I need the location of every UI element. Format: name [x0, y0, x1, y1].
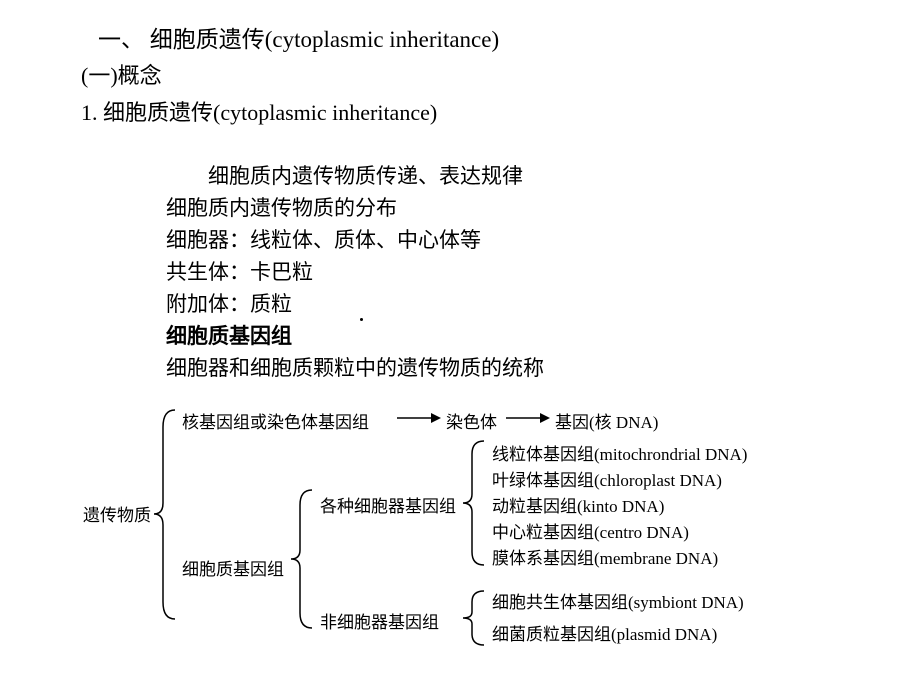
membrane-dna-label: 膜体系基因组(membrane DNA) [492, 544, 718, 569]
paragraph-3: 细胞器：线粒体、质体、中心体等 [166, 224, 481, 254]
small-dot [360, 318, 363, 321]
brace-organelle [460, 438, 488, 568]
centro-dna-label: 中心粒基因组(centro DNA) [492, 518, 689, 543]
paragraph-5: 附加体：质粒 [166, 288, 292, 318]
arrow-2 [504, 412, 550, 424]
gene-label: 基因(核 DNA) [555, 408, 658, 433]
non-organelle-genome-label: 非细胞器基因组 [320, 608, 439, 633]
mito-dna-label: 线粒体基因组(mitochrondrial DNA) [492, 440, 747, 465]
brace-non-organelle [460, 588, 488, 648]
chloroplast-dna-label: 叶绿体基因组(chloroplast DNA) [492, 466, 722, 491]
arrow-1 [395, 412, 441, 424]
paragraph-1: 细胞质内遗传物质传递、表达规律 [208, 160, 523, 190]
chromosome-label: 染色体 [446, 408, 497, 433]
heading-3: 1. 细胞质遗传(cytoplasmic inheritance) [81, 95, 437, 127]
cytoplasmic-genome-label: 细胞质基因组 [182, 555, 284, 580]
heading-1: 一、 细胞质遗传(cytoplasmic inheritance) [98, 20, 499, 54]
paragraph-2: 细胞质内遗传物质的分布 [166, 192, 397, 222]
nuclear-genome-label: 核基因组或染色体基因组 [182, 408, 369, 433]
paragraph-7: 细胞器和细胞质颗粒中的遗传物质的统称 [166, 352, 544, 382]
symbiont-dna-label: 细胞共生体基因组(symbiont DNA) [492, 588, 744, 613]
heading-2: (一)概念 [81, 58, 162, 90]
paragraph-4: 共生体：卡巴粒 [166, 256, 313, 286]
paragraph-6-bold: 细胞质基因组 [166, 320, 292, 350]
plasmid-dna-label: 细菌质粒基因组(plasmid DNA) [492, 620, 717, 645]
kinto-dna-label: 动粒基因组(kinto DNA) [492, 492, 664, 517]
brace-root [151, 407, 179, 622]
brace-cytoplasmic [288, 487, 316, 631]
tree-root-label: 遗传物质 [83, 501, 151, 526]
organelle-genome-label: 各种细胞器基因组 [320, 492, 456, 517]
